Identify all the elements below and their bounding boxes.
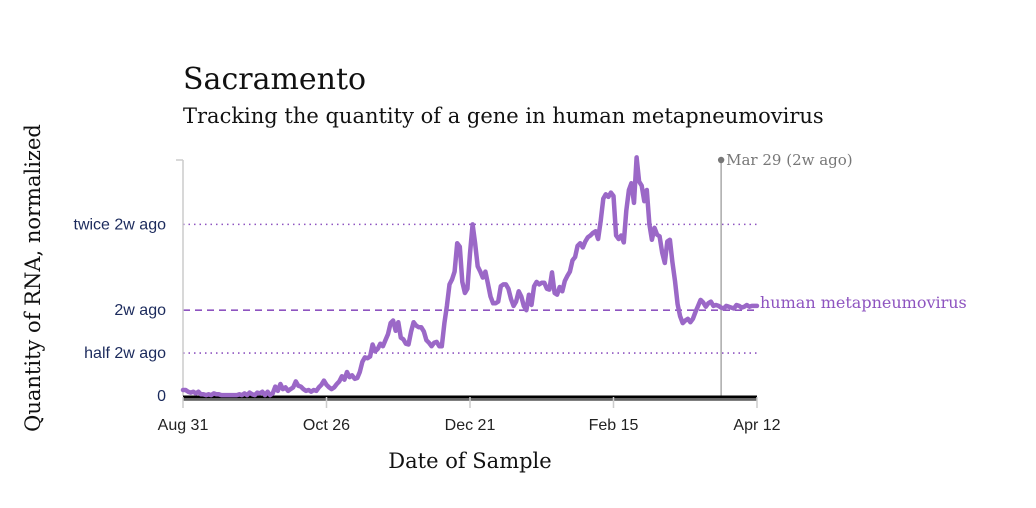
series-layer [180, 155, 760, 398]
axes [176, 156, 758, 408]
y-tick-label-0: 0 [157, 388, 166, 405]
series-label-human-metapneumovirus: human metapneumovirus [760, 293, 967, 312]
y-tick-label-twice-2w-ago: twice 2w ago [74, 216, 167, 233]
x-tick-label-oct-26: Oct 26 [303, 417, 350, 434]
reference-lines [183, 223, 757, 354]
x-tick-label-dec-21: Dec 21 [445, 417, 496, 434]
chart-title: Sacramento [183, 62, 367, 97]
marker-label: Mar 29 (2w ago) [726, 151, 853, 169]
x-tick-label-feb-15: Feb 15 [589, 417, 639, 434]
chart-labels: twice 2w ago 2w ago half 2w ago 0 Mar 29 (2w… [21, 124, 967, 473]
y-tick-label-2w-ago: 2w ago [114, 302, 166, 319]
series-line-human-metapneumovirus [180, 155, 760, 398]
marker-dot [717, 156, 725, 164]
x-axis-title: Date of Sample [388, 449, 551, 473]
x-tick-label-aug-31: Aug 31 [158, 417, 209, 434]
x-tick-label-apr-12: Apr 12 [733, 417, 780, 434]
y-axis-title: Quantity of RNA, normalized [21, 124, 45, 432]
y-tick-label-half-2w-ago: half 2w ago [84, 345, 166, 362]
chart-subtitle: Tracking the quantity of a gene in human… [183, 104, 824, 128]
